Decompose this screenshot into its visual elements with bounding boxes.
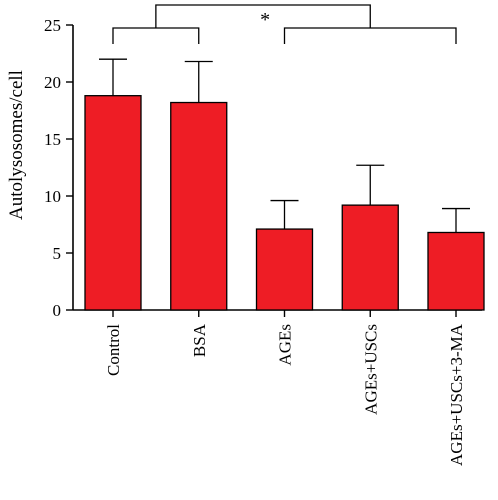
- y-tick-label: 5: [53, 244, 62, 263]
- y-tick-label: 0: [53, 301, 62, 320]
- y-tick-label: 10: [44, 187, 61, 206]
- category-labels: Control BSA AGEs AGEs+USCs AGEs+USCs+3-MA: [104, 323, 466, 466]
- bar-ages-uscs: [341, 204, 399, 311]
- category-label: Control: [104, 324, 123, 376]
- bars: [84, 95, 485, 311]
- y-tick-label: 25: [44, 16, 61, 35]
- error-bars: [99, 58, 470, 233]
- bar-ages: [255, 228, 314, 311]
- significance-star: *: [260, 9, 270, 31]
- bracket-right-group: [283, 27, 457, 44]
- x-axis: [73, 309, 482, 317]
- category-label: AGEs: [276, 324, 295, 366]
- bar-control: [84, 95, 142, 311]
- bracket-left-group: [112, 27, 200, 44]
- category-label: AGEs+USCs+3-MA: [447, 323, 466, 466]
- bracket-connector: [155, 4, 371, 28]
- y-axis-title: Autolysosomes/cell: [6, 70, 27, 220]
- category-label: BSA: [190, 323, 209, 357]
- y-axis: 0 5 10 15 20 25: [44, 16, 74, 320]
- category-label: AGEs+USCs: [361, 324, 380, 415]
- bar-bsa: [170, 101, 228, 311]
- bar-ages-uscs-3-ma: [427, 231, 485, 311]
- y-tick-label: 20: [44, 73, 61, 92]
- y-tick-label: 15: [44, 130, 61, 149]
- significance-annotation: *: [112, 4, 457, 44]
